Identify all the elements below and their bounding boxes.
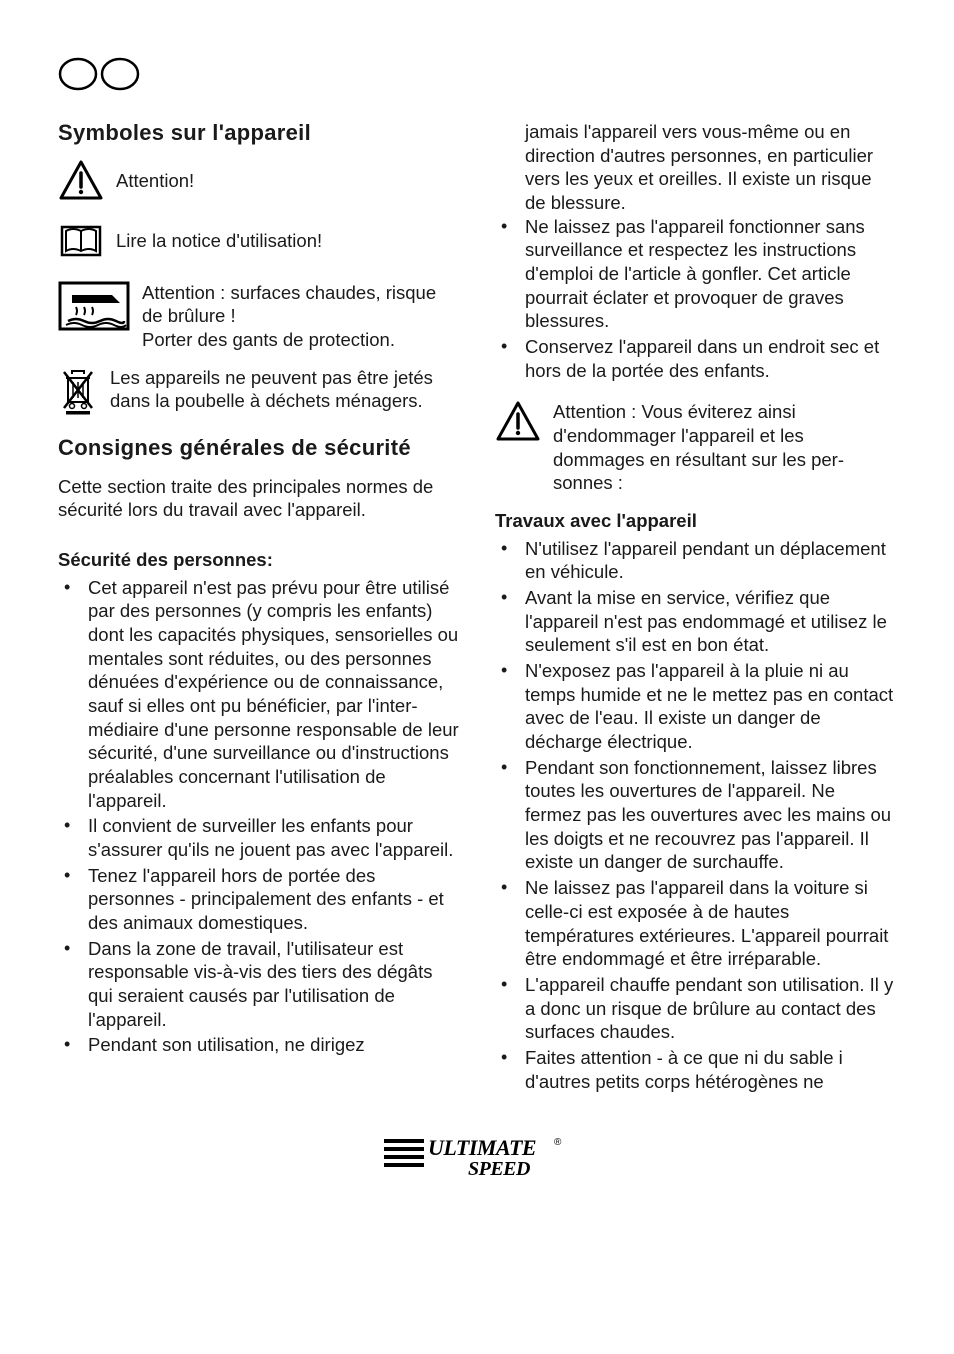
- read-manual-icon: [58, 221, 104, 267]
- symbol-manual: Lire la notice d'utilisation!: [58, 221, 459, 267]
- list-item: Cet appareil n'est pas prévu pour être u…: [58, 576, 459, 813]
- list-item: Il convient de surveiller les enfants po…: [58, 814, 459, 861]
- list-item: Faites attention - à ce que ni du sable …: [495, 1046, 896, 1093]
- subhead-persons: Sécurité des personnes:: [58, 548, 459, 572]
- work-list: N'utilisez l'appareil pendant un dépla­c…: [495, 537, 896, 1093]
- list-item: Pendant son utilisation, ne dirigez: [58, 1033, 459, 1057]
- weee-bin-icon: [58, 366, 98, 422]
- heading-symbols: Symboles sur l'appareil: [58, 120, 459, 145]
- hot-surface-text1: Attention : surfaces chaudes, risque de …: [142, 281, 459, 328]
- right-column: jamais l'appareil vers vous-même ou en d…: [495, 120, 896, 1095]
- persons-list-cont: Ne laissez pas l'appareil fonctionner sa…: [495, 215, 896, 383]
- subhead-work: Travaux avec l'appareil: [495, 509, 896, 533]
- inline-warning-text: Attention : Vous éviterez ainsi d'endomm…: [553, 400, 896, 495]
- symbol-weee: Les appareils ne peuvent pas être jetés …: [58, 366, 459, 422]
- heading-safety: Consignes générales de sé­curité: [58, 435, 459, 460]
- inline-warning: Attention : Vous éviterez ainsi d'endomm…: [495, 400, 896, 495]
- safety-intro: Cette section traite des principales nor…: [58, 475, 459, 522]
- two-column-layout: Symboles sur l'appareil Attention!: [58, 120, 896, 1095]
- weee-text: Les appareils ne peuvent pas être jetés …: [110, 366, 459, 413]
- brand-logo: ULTIMATE ® SPEED: [58, 1129, 896, 1181]
- manual-label: Lire la notice d'utilisation!: [116, 229, 459, 253]
- list-item: Tenez l'appareil hors de portée des pers…: [58, 864, 459, 935]
- warning-triangle-icon: [495, 400, 541, 448]
- list-item: Dans la zone de travail, l'utilisateur e…: [58, 937, 459, 1032]
- list-item: Avant la mise en service, vérifiez que l…: [495, 586, 896, 657]
- list-item: N'utilisez l'appareil pendant un dépla­c…: [495, 537, 896, 584]
- symbol-hot-surface: Attention : surfaces chaudes, risque de …: [58, 281, 459, 352]
- left-column: Symboles sur l'appareil Attention!: [58, 120, 459, 1095]
- list-item: Pendant son fonctionnement, laissez libr…: [495, 756, 896, 874]
- logo-bottom: SPEED: [468, 1158, 530, 1180]
- logo-top: ULTIMATE: [428, 1135, 536, 1160]
- hot-surface-text2: Porter des gants de protection.: [142, 328, 459, 352]
- warning-triangle-icon: [58, 159, 104, 207]
- continuation-text: jamais l'appareil vers vous-même ou en d…: [525, 120, 896, 215]
- symbol-attention: Attention!: [58, 159, 459, 207]
- logo-reg: ®: [554, 1137, 562, 1148]
- list-item: N'exposez pas l'appareil à la pluie ni a…: [495, 659, 896, 754]
- list-item: L'appareil chauffe pendant son utilisa­t…: [495, 973, 896, 1044]
- hot-surface-icon: [58, 281, 130, 337]
- attention-label: Attention!: [116, 169, 459, 193]
- list-item: Ne laissez pas l'appareil dans la voi­tu…: [495, 876, 896, 971]
- language-ovals: [58, 56, 896, 92]
- list-item: Conservez l'appareil dans un endroit sec…: [495, 335, 896, 382]
- list-item: Ne laissez pas l'appareil fonctionner sa…: [495, 215, 896, 333]
- persons-list: Cet appareil n'est pas prévu pour être u…: [58, 576, 459, 1057]
